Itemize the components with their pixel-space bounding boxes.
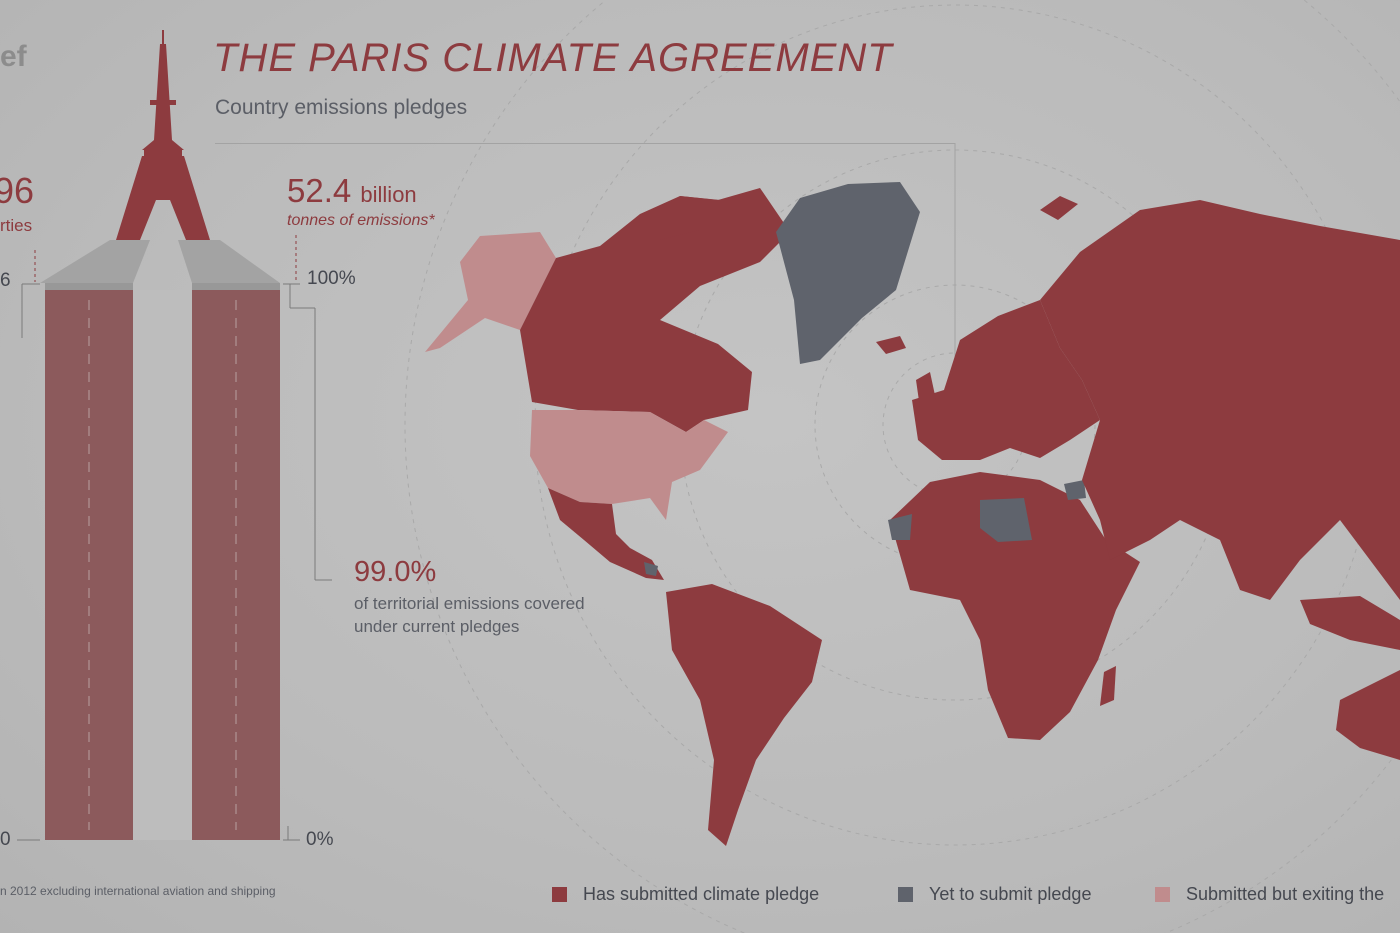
bar-gap bbox=[133, 290, 192, 840]
left-axis-top-label: 6 bbox=[0, 270, 11, 291]
map-south-america bbox=[666, 584, 822, 846]
bar-group bbox=[45, 290, 280, 840]
world-map bbox=[425, 182, 1400, 846]
eiffel-tower-icon bbox=[116, 30, 210, 240]
map-arctic-islands bbox=[640, 196, 720, 240]
right-axis-top-label: 100% bbox=[307, 268, 356, 289]
legend-label: Yet to submit pledge bbox=[929, 884, 1092, 904]
map-mexico bbox=[548, 488, 664, 580]
emissions-value: 52.4 bbox=[287, 172, 352, 209]
coverage-percent: 99.0% bbox=[354, 556, 437, 588]
legend-item-exiting: Submitted but exiting the bbox=[1155, 884, 1384, 905]
legend-swatch bbox=[1155, 887, 1170, 902]
funnel-shape bbox=[40, 240, 280, 290]
parties-label: rties bbox=[0, 216, 33, 235]
map-alaska bbox=[425, 232, 556, 352]
map-svalbard bbox=[1040, 196, 1078, 220]
map-europe bbox=[912, 300, 1100, 460]
emissions-label: tonnes of emissions* bbox=[287, 212, 435, 229]
map-central-america-gap bbox=[644, 562, 658, 576]
logo: ef bbox=[0, 40, 27, 73]
coverage-label: of territorial emissions covered under c… bbox=[354, 592, 634, 638]
legend-label: Submitted but exiting the bbox=[1186, 884, 1385, 904]
map-iceland bbox=[876, 336, 906, 354]
map-indonesia bbox=[1300, 596, 1400, 650]
legend-label: Has submitted climate pledge bbox=[583, 884, 820, 904]
coverage-label-line1: of territorial emissions covered bbox=[354, 594, 585, 613]
right-axis-bottom-label: 0% bbox=[306, 829, 334, 850]
left-axis-bottom-label: 0 bbox=[0, 829, 11, 850]
legend-item-not-submitted: Yet to submit pledge bbox=[898, 884, 1091, 905]
map-canada bbox=[520, 188, 790, 432]
map-madagascar bbox=[1100, 666, 1116, 706]
map-western-sahara bbox=[888, 514, 912, 540]
map-libya bbox=[980, 498, 1032, 542]
legend-swatch bbox=[552, 887, 567, 902]
header-divider bbox=[215, 143, 955, 144]
map-asia bbox=[1040, 200, 1400, 600]
map-greenland bbox=[776, 182, 920, 364]
map-syria bbox=[1064, 480, 1086, 500]
legend-item-submitted: Has submitted climate pledge bbox=[552, 884, 819, 905]
footnote: n 2012 excluding international aviation … bbox=[0, 884, 276, 898]
page-subtitle: Country emissions pledges bbox=[215, 96, 468, 119]
parties-value: 96 bbox=[0, 170, 35, 211]
axis-ticks bbox=[17, 283, 332, 841]
coverage-label-line2: under current pledges bbox=[354, 617, 520, 636]
page-title: THE PARIS CLIMATE AGREEMENT bbox=[213, 36, 893, 80]
emissions-stat: 52.4 billion bbox=[287, 172, 417, 210]
map-australia bbox=[1336, 670, 1400, 760]
map-usa bbox=[530, 410, 728, 520]
map-uk bbox=[916, 372, 936, 408]
map-africa bbox=[890, 472, 1140, 740]
emissions-unit: billion bbox=[360, 182, 417, 207]
legend-swatch bbox=[898, 887, 913, 902]
